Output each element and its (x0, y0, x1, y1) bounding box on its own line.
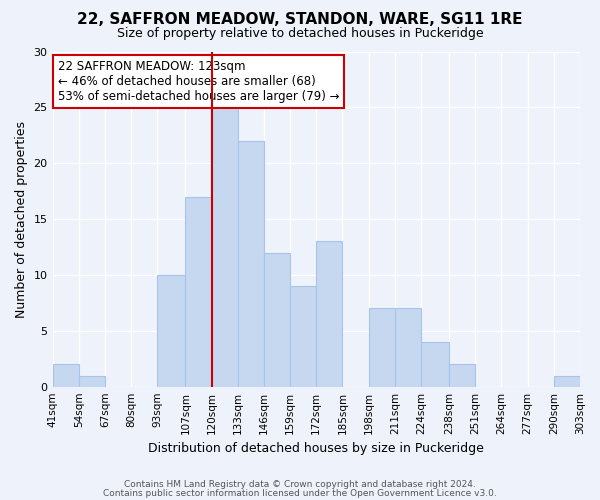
Bar (290, 286, 316, 386)
Bar (449, 364, 475, 386)
Bar (316, 242, 343, 386)
X-axis label: Distribution of detached houses by size in Puckeridge: Distribution of detached houses by size … (148, 442, 484, 455)
Bar (212, 108, 238, 386)
Bar (53, 364, 79, 386)
Bar (79, 376, 105, 386)
Y-axis label: Number of detached properties: Number of detached properties (15, 120, 28, 318)
Text: Contains HM Land Registry data © Crown copyright and database right 2024.: Contains HM Land Registry data © Crown c… (124, 480, 476, 489)
Bar (395, 308, 421, 386)
Bar (368, 308, 395, 386)
Bar (554, 376, 580, 386)
Text: 22, SAFFRON MEADOW, STANDON, WARE, SG11 1RE: 22, SAFFRON MEADOW, STANDON, WARE, SG11 … (77, 12, 523, 28)
Text: 22 SAFFRON MEADOW: 123sqm
← 46% of detached houses are smaller (68)
53% of semi-: 22 SAFFRON MEADOW: 123sqm ← 46% of detac… (58, 60, 340, 103)
Bar (421, 342, 449, 386)
Bar (238, 141, 264, 386)
Text: Contains public sector information licensed under the Open Government Licence v3: Contains public sector information licen… (103, 488, 497, 498)
Text: Size of property relative to detached houses in Puckeridge: Size of property relative to detached ho… (116, 28, 484, 40)
Bar (157, 275, 185, 386)
Bar (264, 252, 290, 386)
Bar (185, 196, 212, 386)
